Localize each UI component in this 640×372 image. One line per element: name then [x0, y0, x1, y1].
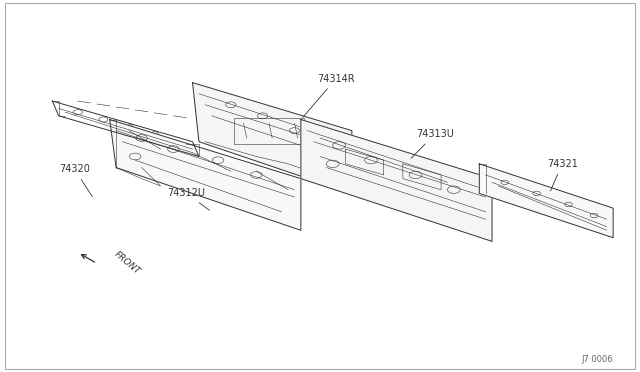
Text: FRONT: FRONT — [113, 250, 142, 276]
Polygon shape — [193, 83, 352, 193]
Text: 74312U: 74312U — [167, 188, 209, 210]
Polygon shape — [301, 119, 492, 241]
Text: 74320: 74320 — [60, 164, 92, 196]
Text: 74321: 74321 — [547, 159, 577, 191]
Text: J7·0006: J7·0006 — [581, 355, 613, 364]
Text: 74313U: 74313U — [411, 129, 454, 158]
Text: 74314R: 74314R — [303, 74, 355, 118]
Polygon shape — [479, 164, 613, 238]
Polygon shape — [109, 119, 301, 230]
